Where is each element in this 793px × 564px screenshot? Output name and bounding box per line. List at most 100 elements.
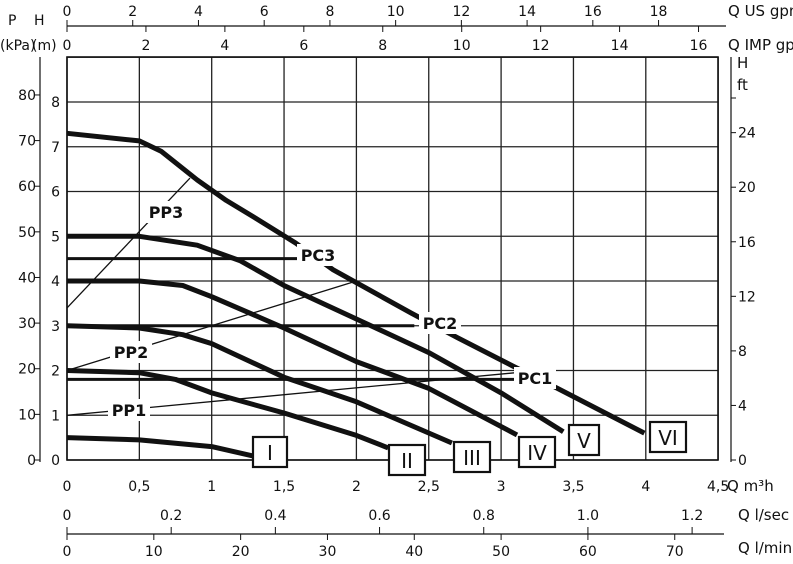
axis-label-p: P [8,13,16,29]
axis-label-m3h: Q m³h [727,477,774,495]
label-bg [110,341,152,363]
tick-label-m: 3 [51,319,60,335]
pump-curve-ii [66,368,390,451]
speed-label-ii: II [401,449,413,473]
tick-label-us-gpm: 8 [325,4,334,20]
tick-label-us-gpm: 18 [650,4,668,20]
tick-label-m: 4 [51,274,60,290]
speed-box-iv [517,435,557,469]
tick-label-m3h: 3,5 [562,479,584,495]
axes: 0 0,5 1 1,5 2 2,5 3 3,5 4 4,5 0 0.2 0.4 0.6 0.8 1.0 1.2 0… [18,4,756,560]
tick-label-l-sec: 0.2 [160,508,182,524]
tick-label-m3h: 2 [352,479,361,495]
label-pp3: PP3 [149,203,184,222]
speed-label-iv: IV [527,441,547,465]
tick-label-us-gpm: 0 [63,4,72,20]
axis-label-imp-gpm: Q IMP gpm [728,36,793,54]
tick-label-l-min: 70 [666,544,684,560]
axis-label-h: H [34,13,45,29]
tick-label-l-sec: 1.2 [681,508,703,524]
tick-label-kpa: 50 [18,225,36,241]
tick-label-ft: 0 [738,453,747,469]
axis-label-h-ft: H [737,54,748,72]
speed-box-i [251,435,289,469]
tick-label-us-gpm: 12 [452,4,470,20]
tick-label-l-sec: 0 [63,508,72,524]
speed-label-iii: III [463,446,481,470]
tick-label-kpa: 60 [18,179,36,195]
tick-label-m3h: 3 [497,479,506,495]
series-lines [66,130,646,459]
pump-curve-iii [66,323,453,446]
tick-label-kpa: 80 [18,88,36,104]
axis-label-ft: ft [737,76,748,94]
tick-label-ft: 12 [738,289,756,305]
speed-label-vi: VI [658,426,678,450]
label-bg [108,399,150,421]
tick-label-us-gpm: 4 [194,4,203,20]
label-pc1: PC1 [518,369,553,388]
tick-label-kpa: 20 [18,362,36,378]
tick-label-imp-gpm: 6 [299,38,308,54]
tick-label-kpa: 70 [18,134,36,150]
axis-label-kpa: (kPa) [0,38,35,54]
speed-label-v: V [577,429,591,453]
tick-label-kpa: 0 [27,453,36,469]
pump-curve-vi [66,130,646,436]
tick-label-m3h: 4 [641,479,650,495]
tick-label-m3h: 1 [207,479,216,495]
tick-label-l-sec: 1.0 [577,508,599,524]
tick-label-l-min: 60 [579,544,597,560]
tick-label-m3h: 2,5 [418,479,440,495]
tick-label-us-gpm: 16 [584,4,602,20]
tick-label-us-gpm: 6 [260,4,269,20]
tick-label-imp-gpm: 0 [63,38,72,54]
pump-curve-i [66,435,256,459]
tick-label-l-min: 20 [232,544,250,560]
tick-label-m3h: 0,5 [128,479,150,495]
tick-label-kpa: 40 [18,270,36,286]
tick-label-l-min: 0 [63,544,72,560]
label-bg [297,244,339,266]
tick-label-m3h: 1,5 [273,479,295,495]
speed-box-ii [387,443,427,477]
tick-label-l-sec: 0.4 [264,508,286,524]
tick-label-l-min: 10 [145,544,163,560]
tick-label-l-min: 40 [405,544,423,560]
label-pc3: PC3 [301,246,336,265]
speed-box-iii [452,440,492,474]
tick-label-ft: 24 [738,126,756,142]
label-pp2: PP2 [114,343,149,362]
axis-label-l-min: Q l/min [738,539,792,557]
tick-label-m: 0 [51,453,60,469]
label-pp1: PP1 [112,401,147,420]
axis-label-l-sec: Q l/sec [738,506,789,524]
speed-label-i: I [267,441,273,465]
tick-label-l-min: 30 [319,544,337,560]
tick-label-m: 2 [51,364,60,380]
tick-label-m3h: 0 [63,479,72,495]
tick-label-m3h: 4,5 [707,479,729,495]
tick-label-ft: 20 [738,180,756,196]
tick-label-m: 8 [51,95,60,111]
tick-label-us-gpm: 2 [128,4,137,20]
tick-label-us-gpm: 10 [387,4,405,20]
tick-label-m: 1 [51,408,60,424]
tick-label-imp-gpm: 4 [220,38,229,54]
tick-label-m: 7 [51,140,60,156]
label-pc2: PC2 [423,314,458,333]
tick-label-imp-gpm: 8 [378,38,387,54]
tick-label-imp-gpm: 12 [532,38,550,54]
tick-label-kpa: 10 [18,407,36,423]
axis-label-m: (m) [32,38,57,54]
tick-label-us-gpm: 14 [518,4,536,20]
tick-label-l-min: 50 [492,544,510,560]
axis-label-us-gpm: Q US gpm [728,2,793,20]
tick-label-kpa: 30 [18,316,36,332]
pump-curve-v [67,233,565,434]
tick-label-m: 6 [51,185,60,201]
tick-label-l-sec: 0.6 [368,508,390,524]
tick-label-imp-gpm: 14 [611,38,629,54]
